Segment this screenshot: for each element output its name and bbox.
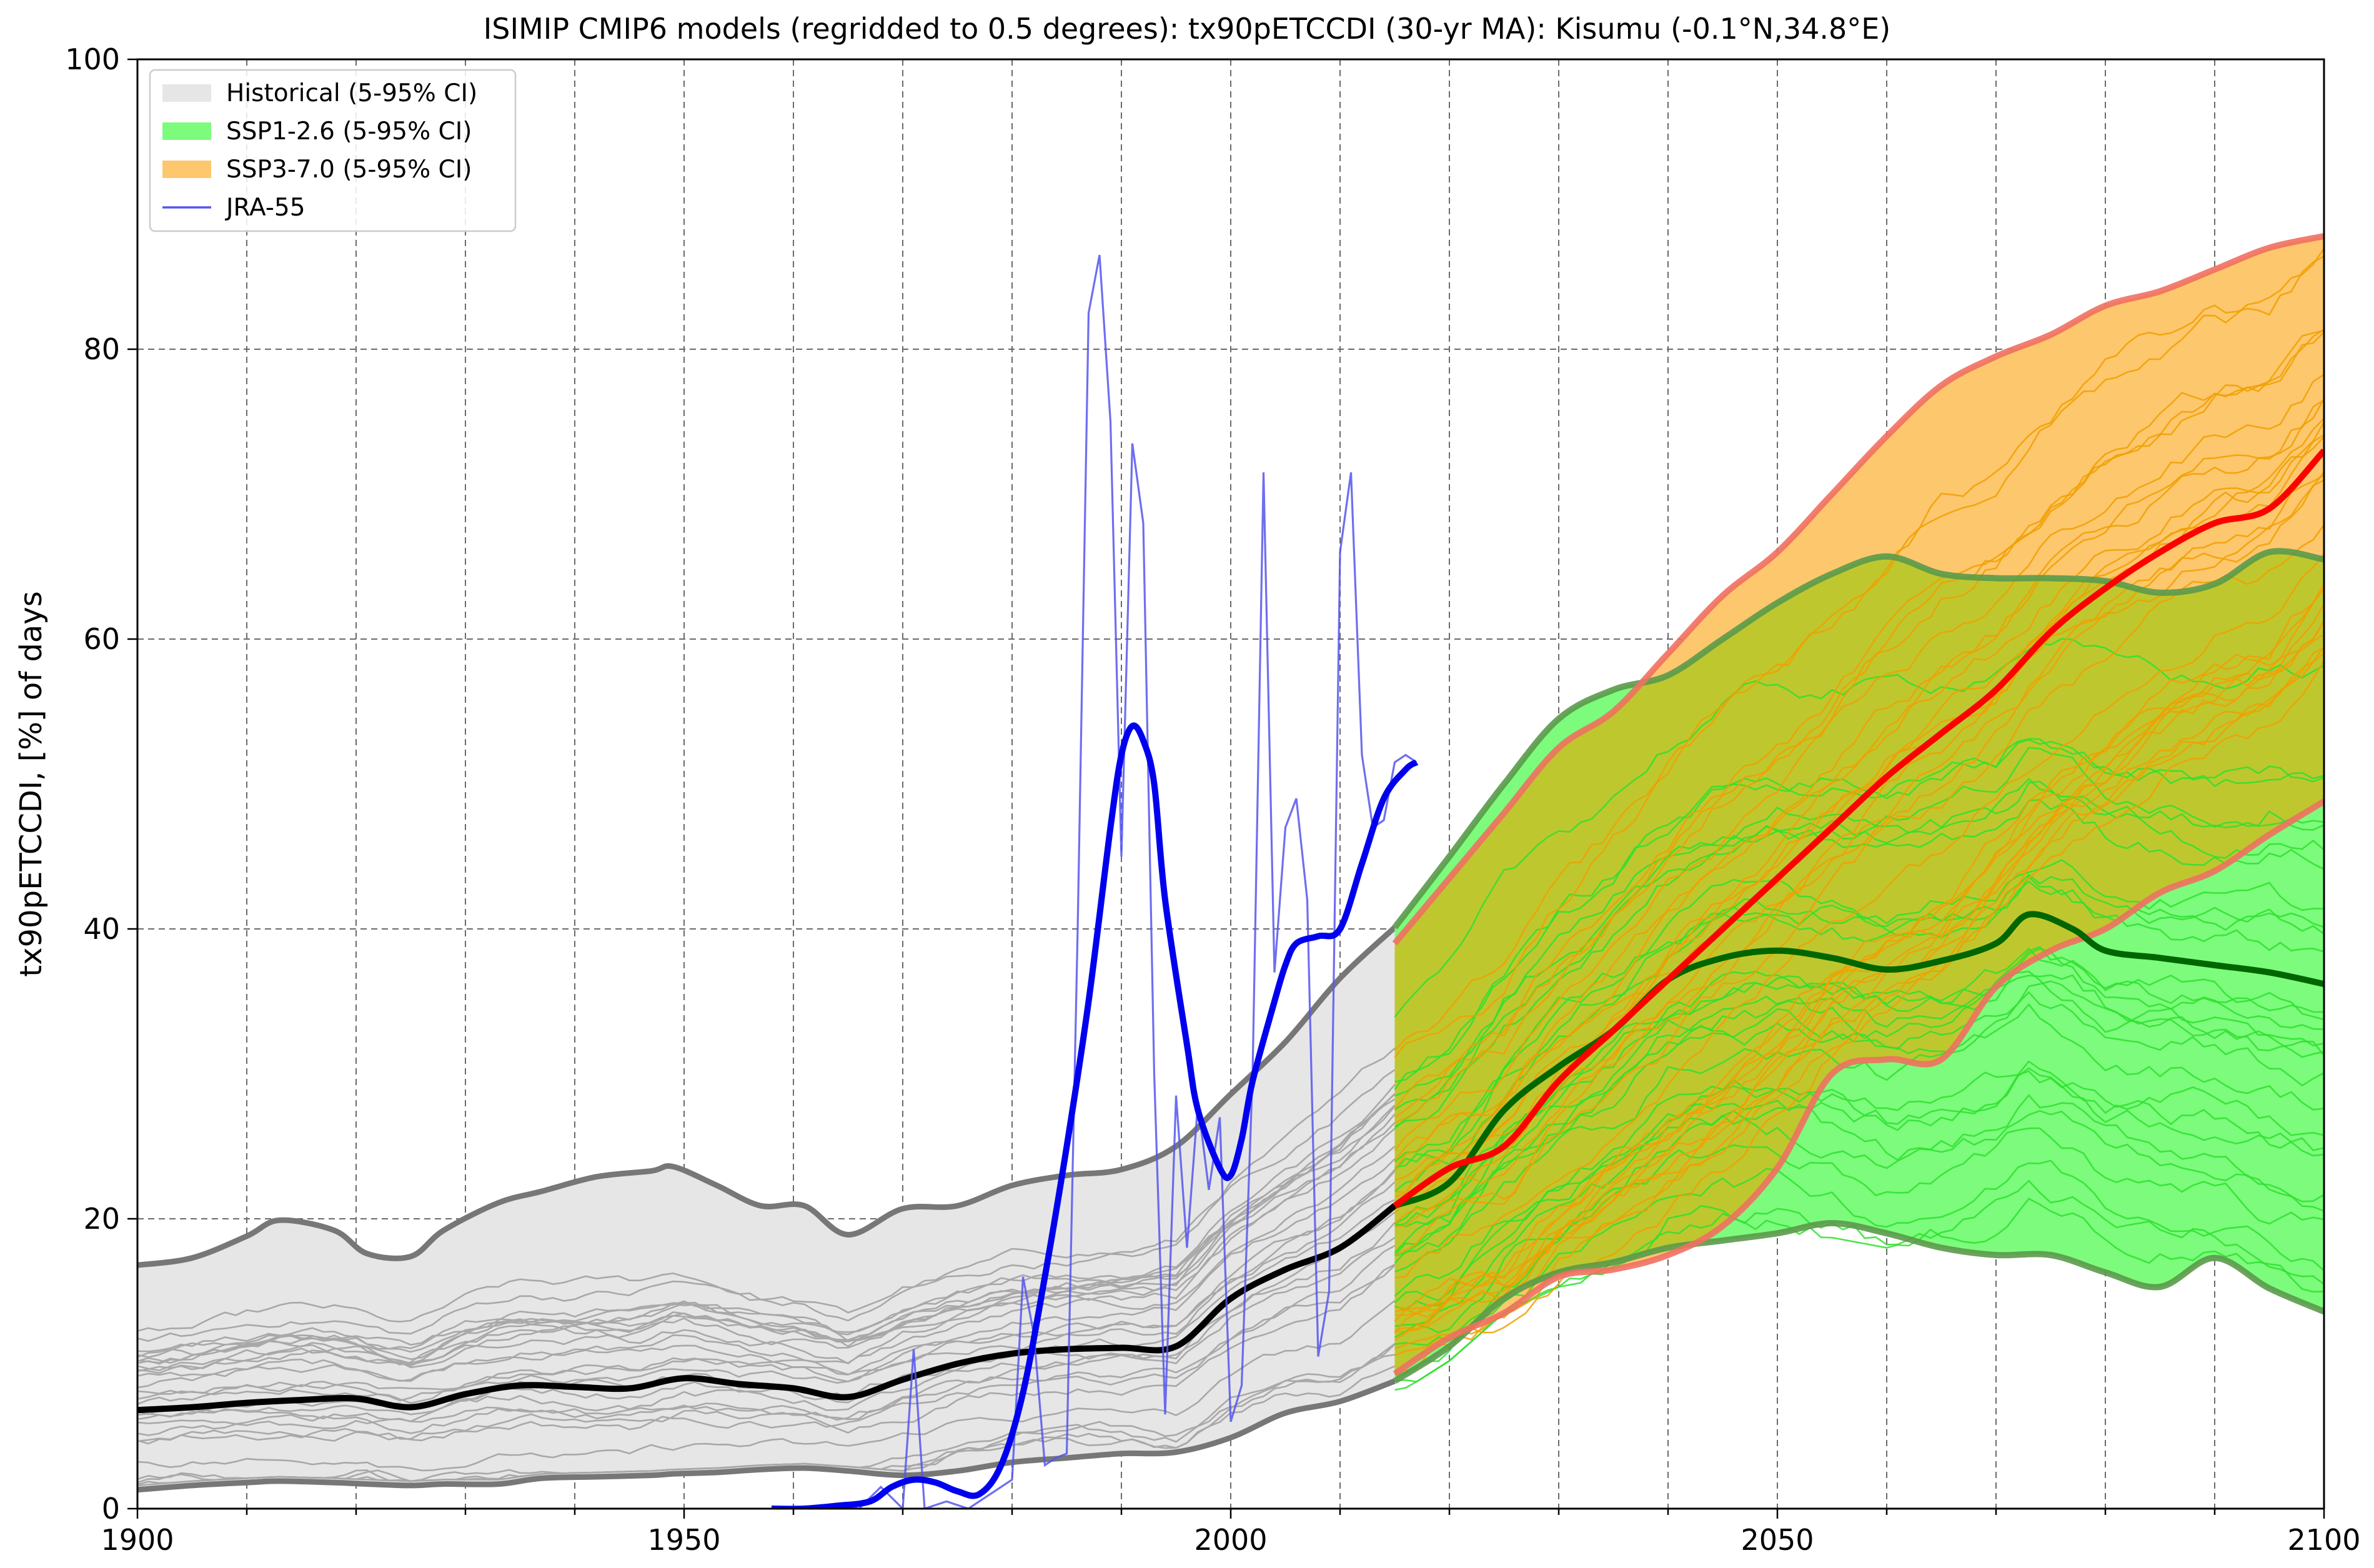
ssp126-member-line xyxy=(1394,1198,2324,1391)
ssp370-member-line xyxy=(1394,652,2324,1356)
y-tick-label: 0 xyxy=(102,1492,120,1526)
x-tick-label: 1950 xyxy=(647,1523,720,1557)
ssp126-member-line xyxy=(1394,1094,2324,1327)
x-tick-label: 2000 xyxy=(1194,1523,1267,1557)
ssp370-member-line xyxy=(1394,553,2324,1279)
x-tick-label: 2050 xyxy=(1741,1523,1814,1557)
x-tick-label: 2100 xyxy=(2287,1523,2360,1557)
ssp370-member-line xyxy=(1394,329,2324,1118)
historical-member-line xyxy=(137,1211,1396,1418)
ssp370-member-line xyxy=(1394,633,2324,1334)
ssp370-member-line xyxy=(1394,421,2324,1181)
ssp126-member-line xyxy=(1394,780,2324,1128)
ssp370-member-line xyxy=(1394,399,2324,1161)
historical-member-line xyxy=(137,1113,1396,1372)
ssp126-upper-edge xyxy=(1392,548,2324,930)
historical-upper-edge xyxy=(137,925,1397,1268)
historical-member-line xyxy=(137,1158,1396,1389)
ssp370-mean-line xyxy=(1393,448,2324,1209)
historical-lower-edge xyxy=(137,1378,1396,1493)
historical-member-line xyxy=(137,1104,1396,1366)
ssp126-member-line xyxy=(1394,991,2324,1264)
historical-member-line xyxy=(137,1222,1396,1422)
ssp126-member-line xyxy=(1394,859,2324,1163)
ssp126-member-line xyxy=(1394,947,2324,1228)
ssp370-member-line xyxy=(1394,474,2324,1214)
ssp370-member-line xyxy=(1394,331,2324,1110)
legend-label: Historical (5-95% CI) xyxy=(226,79,477,107)
x-tick-label: 1900 xyxy=(101,1523,174,1557)
ssp370-member-line xyxy=(1394,329,2324,1124)
historical-member-line xyxy=(137,1105,1396,1364)
ssp370-member-line xyxy=(1394,660,2324,1372)
ssp126-member-line xyxy=(1394,747,2324,1097)
ssp126-member-line xyxy=(1394,798,2324,1129)
ssp370-lower-edge xyxy=(1393,798,2324,1377)
legend: Historical (5-95% CI) SSP1-2.6 (5-95% CI)… xyxy=(149,69,517,232)
chart-title: ISIMIP CMIP6 models (regridded to 0.5 de… xyxy=(484,12,1891,46)
historical-member-line xyxy=(137,1244,1396,1436)
y-tick-label: 80 xyxy=(83,332,120,366)
ssp126-member-line xyxy=(1394,875,2324,1168)
historical-member-line xyxy=(137,1365,1396,1487)
ssp370-upper-edge xyxy=(1392,233,2324,946)
historical-member-line xyxy=(137,1098,1396,1359)
historical-mean-line xyxy=(137,1203,1397,1414)
plot-area xyxy=(137,233,2324,1509)
historical-member-line xyxy=(137,1264,1396,1445)
ssp126-member-line xyxy=(1394,946,2324,1225)
jra55-annual-line xyxy=(772,254,1418,1509)
legend-swatch xyxy=(162,161,211,178)
ssp126-mean-line xyxy=(1393,911,2324,1209)
y-axis-label: tx90pETCCDI, [%] of days xyxy=(14,591,49,976)
ssp126-member-line xyxy=(1394,880,2324,1193)
ssp126-member-line xyxy=(1394,1179,2324,1383)
ssp370-member-line xyxy=(1394,255,2324,1051)
historical-member-line xyxy=(137,1169,1396,1404)
legend-swatch xyxy=(162,122,211,140)
y-tick-label: 60 xyxy=(83,622,120,656)
legend-swatch xyxy=(162,84,211,102)
jra55-smoothed-line xyxy=(772,722,1419,1509)
y-tick-label: 20 xyxy=(83,1202,120,1236)
y-tick-label: 40 xyxy=(83,912,120,946)
ssp126-member-line xyxy=(1394,1159,2324,1376)
y-tick-label: 100 xyxy=(65,42,120,76)
ssp370-member-line xyxy=(1394,524,2324,1257)
ssp126-lower-edge xyxy=(1393,1219,2324,1384)
historical-member-line xyxy=(137,1146,1396,1382)
historical-member-line xyxy=(137,1171,1396,1402)
ssp126-member-line xyxy=(1394,1109,2324,1338)
ssp370-member-line xyxy=(1394,247,2324,1058)
ssp126-member-line xyxy=(1394,638,2324,1018)
historical-member-line xyxy=(137,1263,1396,1442)
ssp370-member-line xyxy=(1394,374,2324,1151)
axis-ticks: 1900 1950 2000 2050 2100 0 20 40 60 80 100 xyxy=(65,42,2360,1557)
ssp126-member-line xyxy=(1394,1067,2324,1304)
historical-member-line xyxy=(137,1299,1396,1472)
ssp126-member-line xyxy=(1394,1003,2324,1273)
legend-label: SSP3-7.0 (5-95% CI) xyxy=(226,156,472,184)
ssp370-member-line xyxy=(1394,647,2324,1341)
ssp126-member-line xyxy=(1394,1060,2324,1297)
historical-member-line xyxy=(137,1237,1396,1434)
ssp370-member-line xyxy=(1394,588,2324,1309)
legend-label: SSP1-2.6 (5-95% CI) xyxy=(226,117,472,146)
historical-member-line xyxy=(137,1122,1396,1374)
legend-box xyxy=(149,69,517,232)
legend-label: JRA-55 xyxy=(224,194,305,222)
ssp370-member-line xyxy=(1394,471,2324,1228)
